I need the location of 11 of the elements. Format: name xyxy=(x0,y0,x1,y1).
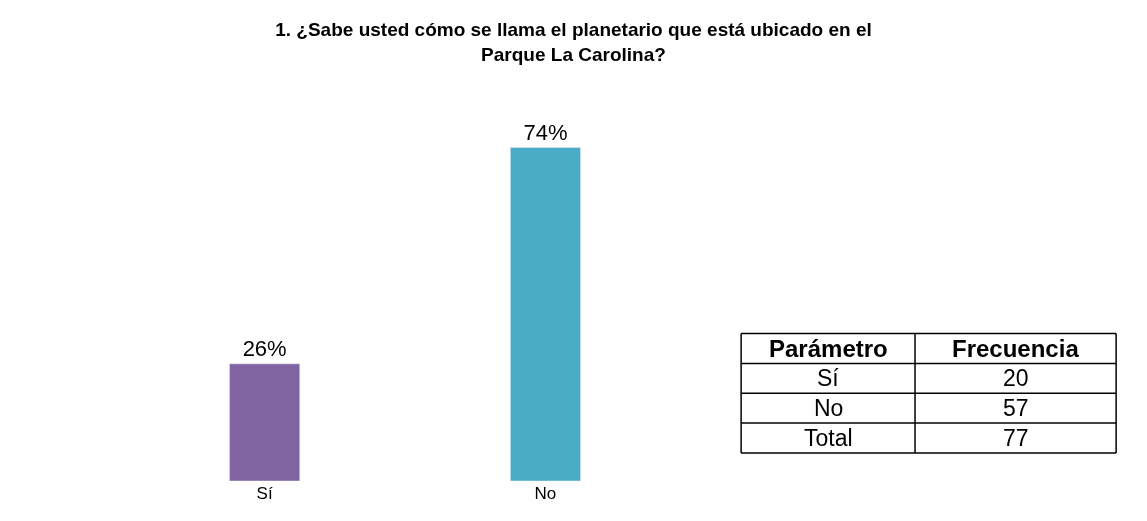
text: 77 xyxy=(1003,425,1029,451)
text: Parámetro xyxy=(769,335,888,362)
text: No xyxy=(814,395,844,421)
text: 57 xyxy=(1003,395,1029,421)
chart-title: 1. ¿Sabe usted cómo se llama el planetario que está ubicado en el Parque La Carolina? xyxy=(275,19,872,66)
text: Total xyxy=(804,425,853,451)
data-label: 26% xyxy=(242,335,287,361)
data-label: 74% xyxy=(523,119,568,145)
text: 20 xyxy=(1003,365,1029,391)
text: Frecuencia xyxy=(952,335,1080,362)
text: Sí xyxy=(817,365,840,391)
